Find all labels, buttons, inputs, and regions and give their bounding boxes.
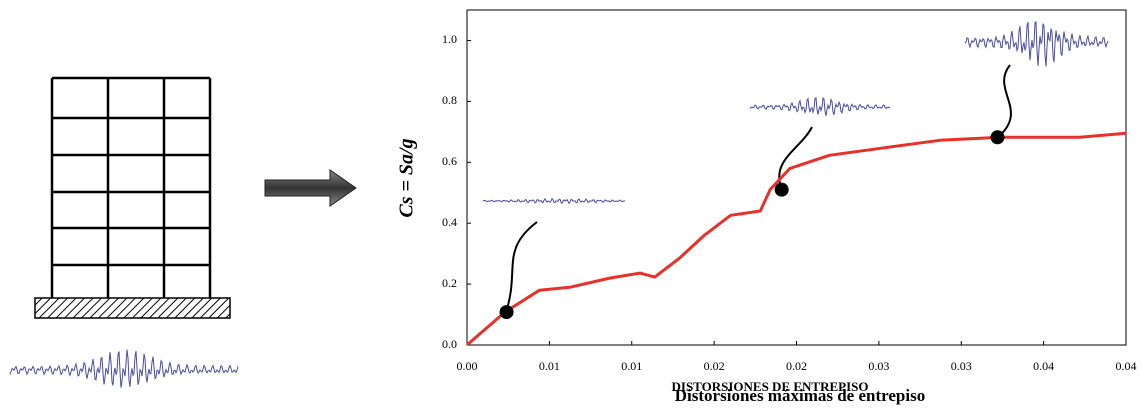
connector [997,64,1012,138]
record-medium [749,97,891,116]
x-axis-title-secondary: DISTORSIONES DE ENTREPISO [672,379,869,394]
marker-point [990,130,1005,145]
ground [34,297,231,319]
building-frame [50,76,212,298]
x-axis-title: Distorsiones máximas de entrepiso [675,386,925,405]
x-tick-label: 0.02 [704,359,725,373]
x-tick-label: 0.04 [1033,359,1054,373]
y-tick-label: 1.0 [442,32,457,46]
x-tick-label: 0.01 [539,359,560,373]
data-line [466,131,1127,347]
ground-motion [9,349,239,388]
y-tick-label: 0.6 [442,154,457,168]
x-tick-label: 0.03 [868,359,889,373]
marker-point [499,305,514,320]
record-large [964,20,1109,67]
connector [778,126,813,191]
y-tick-label: 0.0 [442,337,457,351]
y-axis-title: Cs = Sa/g [396,138,418,217]
connector [505,221,538,313]
record-small [482,197,626,205]
plot-frame [466,9,1127,346]
x-tick-label: 0.04 [1116,359,1137,373]
x-tick-label: 0.00 [457,359,478,373]
arrow [264,169,357,207]
marker-point [774,182,789,197]
x-tick-label: 0.03 [951,359,972,373]
y-tick-label: 0.4 [442,215,457,229]
y-tick-label: 0.2 [442,276,457,290]
y-tick-label: 0.8 [442,93,457,107]
x-tick-label: 0.01 [621,359,642,373]
x-tick-label: 0.02 [786,359,807,373]
